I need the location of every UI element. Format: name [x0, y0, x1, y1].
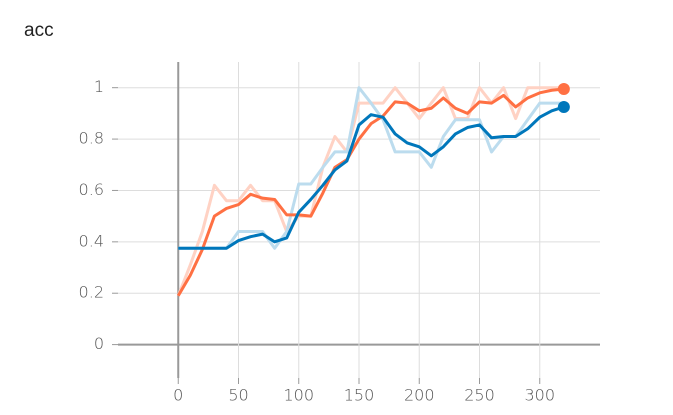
- x-tick-label: 250: [464, 386, 495, 405]
- x-tick-label: 50: [228, 386, 248, 405]
- y-tick-label: 0.2: [79, 283, 104, 302]
- x-tick-label: 0: [173, 386, 183, 405]
- series-line: [178, 105, 565, 250]
- chart-title: acc: [24, 20, 54, 41]
- x-tick-label: 200: [404, 386, 435, 405]
- series-line: [176, 86, 564, 297]
- y-tick-label: 0.8: [79, 129, 104, 148]
- y-tick-label: 0.4: [79, 231, 104, 250]
- x-tick-label: 300: [524, 386, 555, 405]
- end-marker: [557, 82, 570, 95]
- series-line: [176, 87, 565, 297]
- x-tick-label: 150: [344, 386, 375, 405]
- x-tick-label: 100: [283, 386, 314, 405]
- series-line: [178, 86, 564, 250]
- y-tick-label: 0: [94, 334, 104, 353]
- end-marker: [557, 100, 570, 113]
- y-tick-label: 0.6: [79, 180, 104, 199]
- y-tick-label: 1: [94, 77, 104, 96]
